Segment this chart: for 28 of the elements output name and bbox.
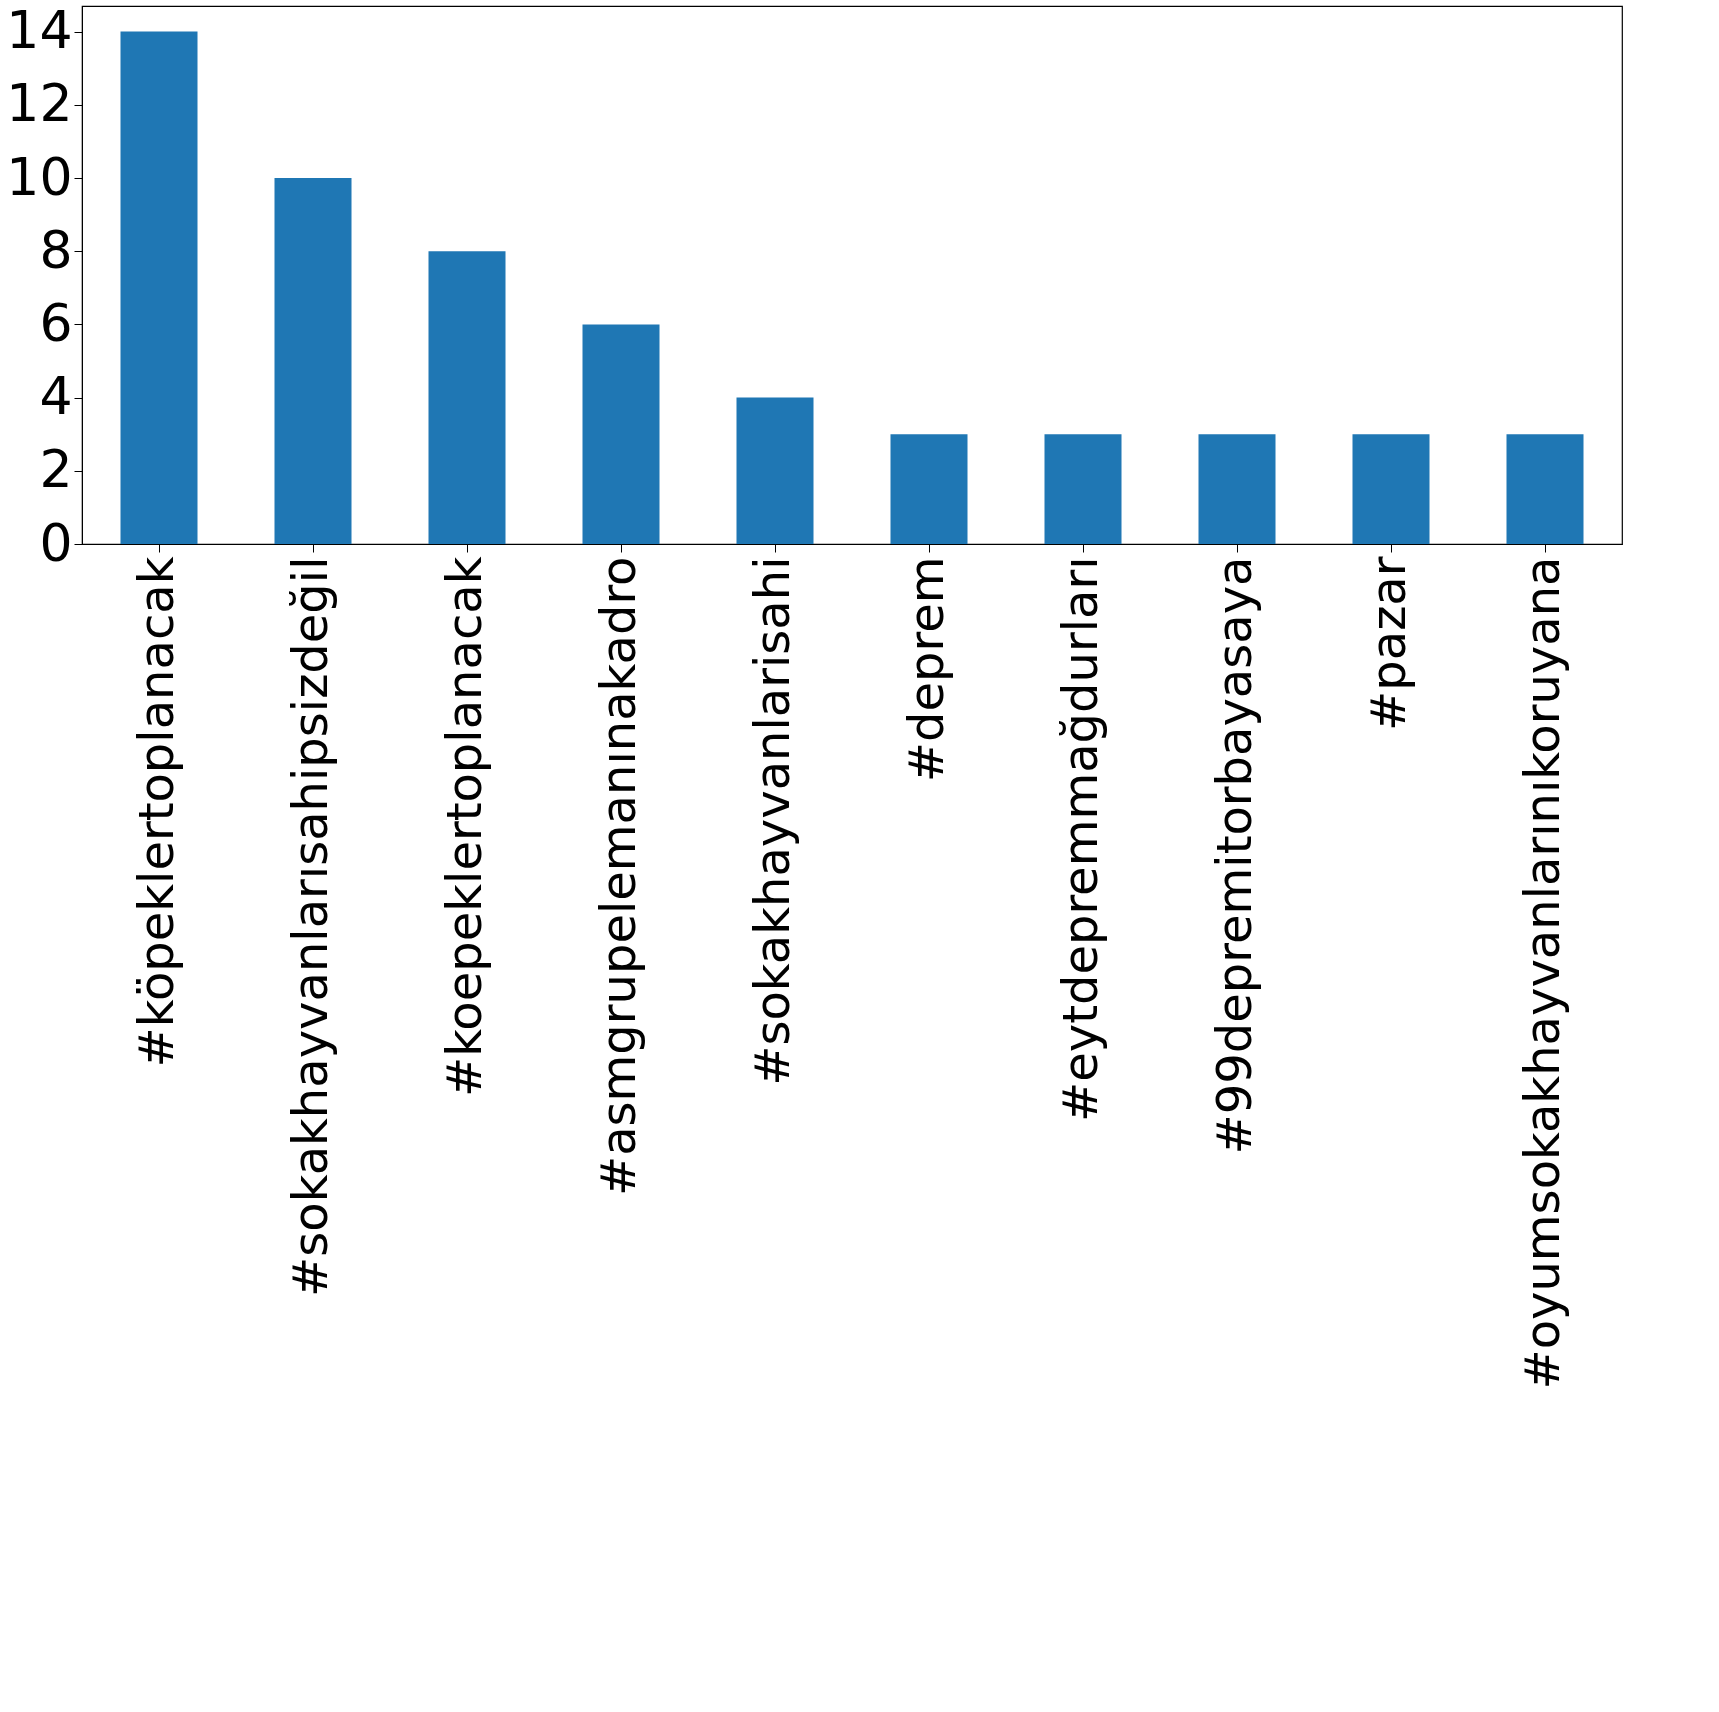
y-tick-label: 2 <box>39 439 73 500</box>
y-tick-label: 8 <box>39 219 73 280</box>
bar <box>1352 434 1430 544</box>
bar <box>1506 434 1584 544</box>
x-tick-label: #köpeklertoplanacak <box>128 556 184 1068</box>
bar <box>1044 434 1122 544</box>
bar <box>582 324 660 544</box>
x-tick-label: #oyumsokakhayvanlarınıkoruyana <box>1514 556 1570 1390</box>
bar <box>1198 434 1276 544</box>
x-tick-label: #sokakhayvanlarisahi <box>744 556 800 1086</box>
y-tick-label: 12 <box>6 73 73 134</box>
y-tick-label: 10 <box>6 146 73 207</box>
bar <box>890 434 968 544</box>
x-tick-label: #pazar <box>1360 556 1416 731</box>
y-tick-label: 0 <box>39 512 73 573</box>
bar <box>274 178 352 544</box>
x-tick-label: #sokakhayvanlarısahipsizdeğil <box>282 556 338 1297</box>
bar <box>428 251 506 544</box>
x-tick-label: #deprem <box>898 556 954 783</box>
y-tick-label: 4 <box>39 366 73 427</box>
bar <box>736 397 814 544</box>
y-tick-label: 14 <box>6 0 73 61</box>
x-tick-label: #99depremitorbayasaya <box>1206 556 1262 1155</box>
bar <box>120 31 198 544</box>
y-tick-label: 6 <box>39 292 73 353</box>
x-tick-label: #eytdepremmağdurları <box>1052 556 1108 1122</box>
x-tick-label: #koepeklertoplanacak <box>436 556 492 1097</box>
x-tick-label: #asmgrupelemanınakadro <box>590 556 646 1197</box>
